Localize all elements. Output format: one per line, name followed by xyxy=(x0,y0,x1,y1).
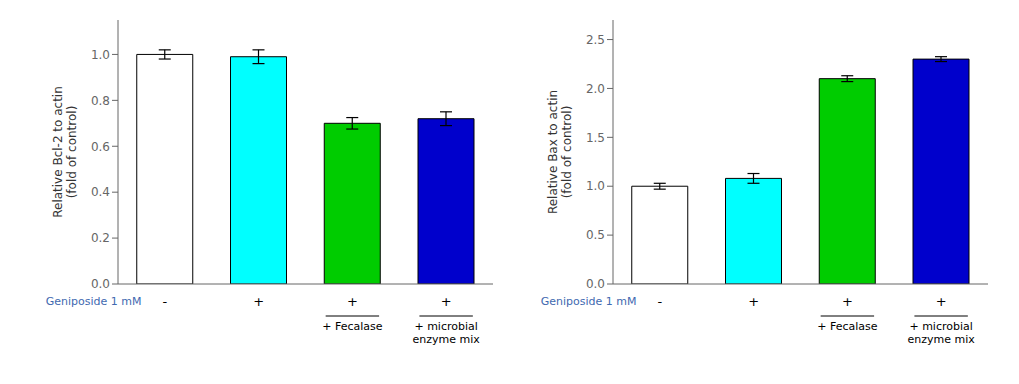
svg-text:+: + xyxy=(253,294,264,309)
svg-text:2.0: 2.0 xyxy=(586,82,605,96)
svg-text:0.6: 0.6 xyxy=(91,140,110,154)
svg-text:+ microbialenzyme mix: + microbialenzyme mix xyxy=(907,320,975,346)
svg-text:0.0: 0.0 xyxy=(586,277,605,291)
svg-text:1.0: 1.0 xyxy=(91,48,110,62)
svg-text:0.4: 0.4 xyxy=(91,185,110,199)
svg-text:2.5: 2.5 xyxy=(586,33,605,47)
svg-text:0.5: 0.5 xyxy=(586,228,605,242)
svg-text:+: + xyxy=(441,294,452,309)
svg-text:1.0: 1.0 xyxy=(586,179,605,193)
svg-text:+: + xyxy=(936,294,947,309)
svg-text:+ Fecalase: + Fecalase xyxy=(817,320,878,333)
svg-text:+: + xyxy=(347,294,358,309)
svg-text:0.0: 0.0 xyxy=(91,277,110,291)
svg-text:+: + xyxy=(748,294,759,309)
svg-text:Relative Bax to actin(fold of: Relative Bax to actin(fold of control) xyxy=(546,90,574,214)
svg-text:Relative Bcl-2 to actin(fold o: Relative Bcl-2 to actin(fold of control) xyxy=(51,86,79,218)
svg-text:-: - xyxy=(658,294,663,309)
svg-text:0.8: 0.8 xyxy=(91,94,110,108)
svg-text:Geniposide 1 mM: Geniposide 1 mM xyxy=(46,295,142,308)
svg-text:+ microbialenzyme mix: + microbialenzyme mix xyxy=(412,320,480,346)
svg-text:Geniposide 1 mM: Geniposide 1 mM xyxy=(541,295,637,308)
svg-text:+: + xyxy=(842,294,853,309)
svg-text:+ Fecalase: + Fecalase xyxy=(322,320,383,333)
svg-text:1.5: 1.5 xyxy=(586,131,605,145)
svg-text:-: - xyxy=(163,294,168,309)
svg-text:0.2: 0.2 xyxy=(91,231,110,245)
